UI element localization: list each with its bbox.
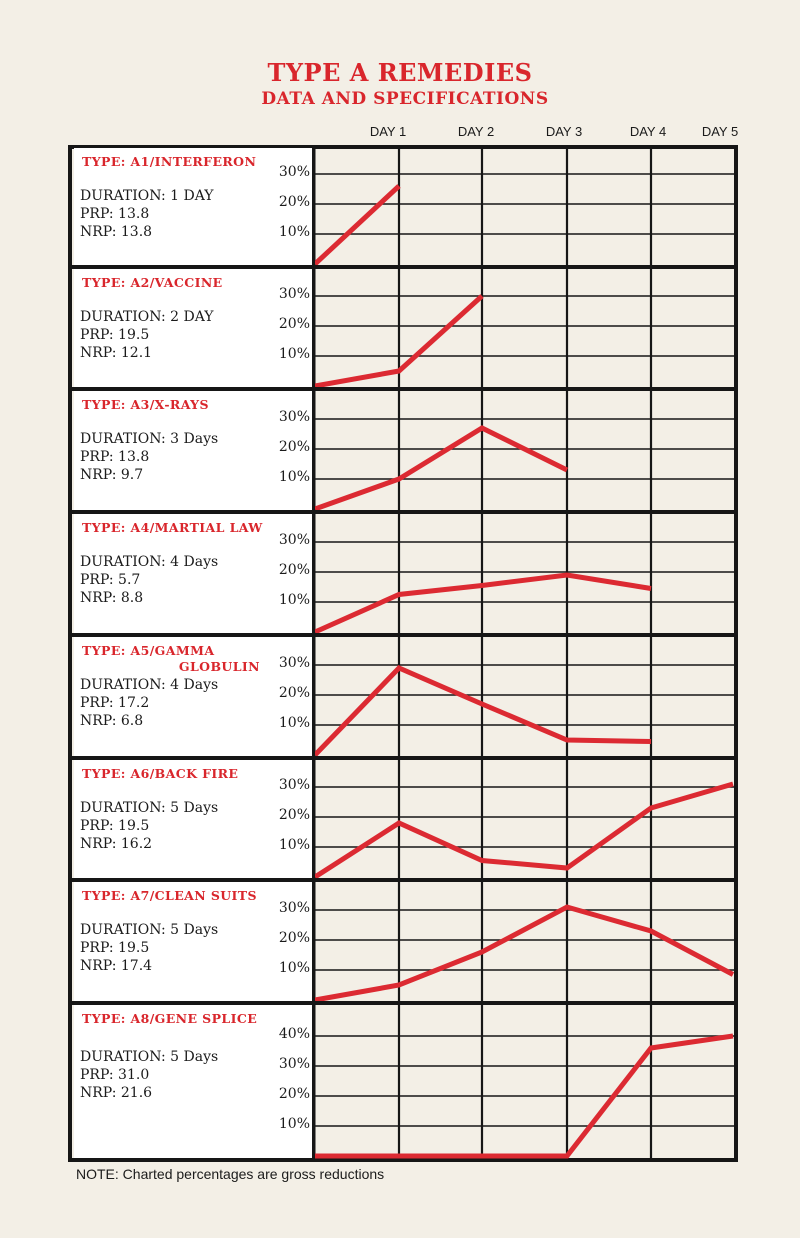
remedy-title: TYPE: A6/BACK FIRE	[82, 766, 239, 781]
series-line	[314, 904, 735, 1003]
duration-text: DURATION: 4 Days	[80, 554, 219, 570]
duration-text: DURATION: 5 Days	[80, 922, 219, 938]
y-tick-label: 20%	[278, 807, 310, 823]
day-label: DAY 2	[457, 124, 495, 139]
remedy-title: TYPE: A1/INTERFERON	[82, 154, 257, 169]
day-label: DAY 5	[701, 124, 739, 139]
y-tick-label: 10%	[278, 960, 310, 976]
duration-text: DURATION: 4 Days	[80, 677, 219, 693]
y-tick-label: 30%	[278, 532, 310, 548]
y-tick-label: 20%	[278, 930, 310, 946]
panel-separator	[70, 387, 736, 391]
remedy-info-panel: TYPE: A4/MARTIAL LAW DURATION: 4 Days PRP:…	[74, 514, 312, 634]
info-panel-separator	[70, 387, 315, 391]
remedy-title: TYPE: A4/MARTIAL LAW	[82, 520, 263, 535]
nrp-text: NRP: 16.2	[80, 836, 153, 852]
remedy-title: TYPE: A5/GAMMA	[82, 643, 215, 658]
y-tick-label: 10%	[278, 592, 310, 608]
nrp-text: NRP: 12.1	[80, 345, 153, 361]
duration-text: DURATION: 3 Days	[80, 431, 219, 447]
series-line	[313, 781, 734, 880]
day-label: DAY 1	[369, 124, 407, 139]
remedy-title: TYPE: A8/GENE SPLICE	[82, 1011, 258, 1026]
y-tick-label: 20%	[278, 562, 310, 578]
day-label: DAY 3	[545, 124, 583, 139]
prp-text: PRP: 31.0	[80, 1067, 150, 1083]
page-title: TYPE A REMEDIES	[267, 58, 533, 87]
chart-table-frame	[68, 145, 738, 1162]
remedy-info-panel: TYPE: A3/X-RAYS DURATION: 3 Days PRP: 13.8…	[74, 391, 312, 511]
info-panel-separator	[70, 633, 315, 637]
series-line	[315, 1033, 734, 1159]
nrp-text: NRP: 17.4	[80, 958, 153, 974]
panel-separator	[70, 510, 736, 514]
y-tick-label: 20%	[278, 194, 310, 210]
duration-text: DURATION: 2 DAY	[80, 309, 214, 325]
prp-text: PRP: 13.8	[80, 206, 150, 222]
duration-text: DURATION: 1 DAY	[80, 188, 214, 204]
nrp-text: NRP: 9.7	[80, 467, 144, 483]
remedy-info-panel: TYPE: A5/GAMMA GLOBULIN DURATION: 4 Days PR…	[74, 637, 312, 757]
panel-separator	[70, 756, 736, 760]
footnote: NOTE: Charted percentages are gross redu…	[76, 1166, 385, 1182]
y-tick-label: 20%	[278, 685, 310, 701]
prp-text: PRP: 17.2	[80, 695, 150, 711]
y-tick-label: 30%	[278, 164, 310, 180]
remedy-info-panel: TYPE: A8/GENE SPLICE DURATION: 5 Days PRP:…	[74, 1005, 312, 1158]
nrp-text: NRP: 6.8	[80, 713, 144, 729]
remedy-title-line2: GLOBULIN	[178, 659, 260, 674]
y-tick-label: 30%	[278, 409, 310, 425]
remedy-info-panel: TYPE: A6/BACK FIRE DURATION: 5 Days PRP: 1…	[74, 760, 312, 879]
y-tick-label: 10%	[278, 346, 310, 362]
remedy-title: TYPE: A2/VACCINE	[82, 275, 223, 290]
y-tick-label: 10%	[278, 715, 310, 731]
y-tick-label: 30%	[278, 655, 310, 671]
nrp-text: NRP: 13.8	[80, 224, 153, 240]
y-tick-label: 10%	[278, 469, 310, 485]
y-tick-label: 20%	[278, 316, 310, 332]
prp-text: PRP: 19.5	[80, 940, 150, 956]
y-tick-label: 30%	[278, 286, 310, 302]
y-tick-label: 20%	[278, 439, 310, 455]
info-panel-separator	[70, 756, 315, 760]
panel-separator	[70, 878, 736, 882]
prp-text: PRP: 19.5	[80, 327, 150, 343]
y-tick-label: 20%	[278, 1086, 310, 1102]
info-panel-separator	[70, 1001, 315, 1005]
prp-text: PRP: 5.7	[80, 572, 141, 588]
series-line	[313, 184, 401, 266]
remedy-info-panel: TYPE: A2/VACCINE DURATION: 2 DAY PRP: 19.5…	[74, 269, 312, 388]
remedy-title: TYPE: A3/X-RAYS	[82, 397, 209, 412]
nrp-text: NRP: 21.6	[80, 1085, 153, 1101]
y-tick-label: 30%	[278, 900, 310, 916]
prp-text: PRP: 19.5	[80, 818, 150, 834]
panel-separator	[70, 265, 736, 269]
y-tick-label: 40%	[278, 1026, 310, 1042]
info-divider-overlay	[312, 147, 315, 1160]
remedy-info-panel: TYPE: A1/INTERFERON DURATION: 1 DAY PRP: 1…	[74, 148, 312, 266]
panel-separator	[70, 1001, 736, 1005]
duration-text: DURATION: 5 Days	[80, 1049, 219, 1065]
info-panel-separator	[70, 265, 315, 269]
info-panel-separator	[70, 510, 315, 514]
panel-separator	[70, 633, 736, 637]
y-tick-label: 30%	[278, 777, 310, 793]
remedy-title: TYPE: A7/CLEAN SUITS	[82, 888, 257, 903]
y-tick-label: 10%	[278, 837, 310, 853]
y-tick-label: 10%	[278, 1116, 310, 1132]
page-subtitle: DATA AND SPECIFICATIONS	[261, 89, 549, 109]
nrp-text: NRP: 8.8	[80, 590, 144, 606]
duration-text: DURATION: 5 Days	[80, 800, 219, 816]
day-label: DAY 4	[629, 124, 667, 139]
prp-text: PRP: 13.8	[80, 449, 150, 465]
y-tick-label: 30%	[278, 1056, 310, 1072]
remedy-info-panel: TYPE: A7/CLEAN SUITS DURATION: 5 Days PRP:…	[74, 882, 312, 1002]
y-tick-label: 10%	[278, 224, 310, 240]
series-line	[314, 425, 569, 512]
info-panel-separator	[70, 878, 315, 882]
